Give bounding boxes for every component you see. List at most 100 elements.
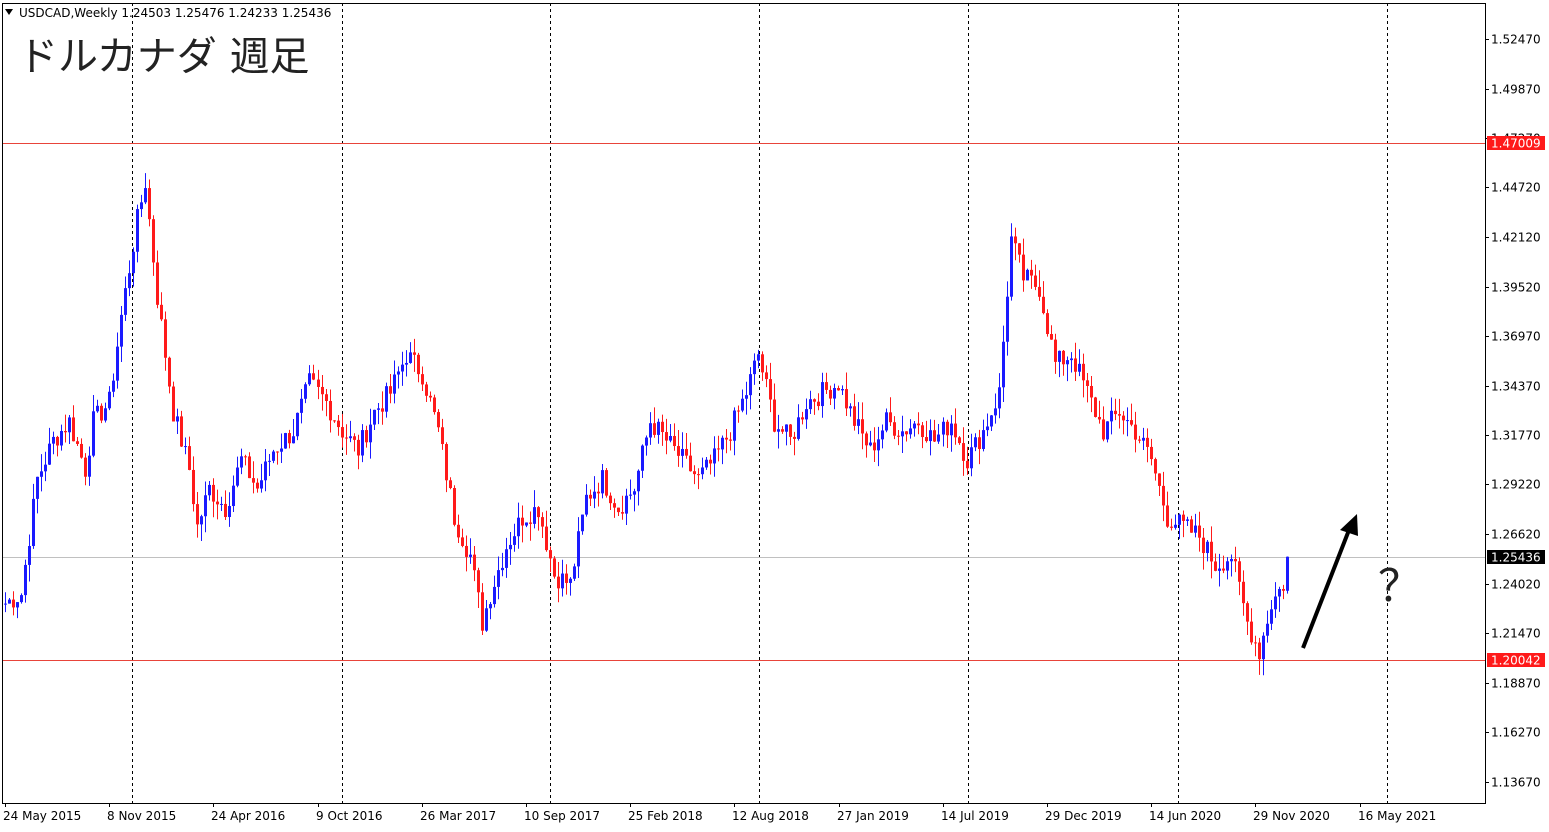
bear-candle <box>1258 642 1261 660</box>
bull-candle <box>96 405 99 412</box>
bull-candle <box>308 373 311 385</box>
bull-candle <box>1066 360 1069 365</box>
bull-candle <box>397 371 400 375</box>
x-tick-label: 24 Apr 2016 <box>211 809 285 823</box>
bear-candle <box>865 433 868 446</box>
bear-candle <box>244 456 247 458</box>
bull-candle <box>701 467 704 475</box>
bull-candle <box>505 549 508 568</box>
bull-candle <box>1006 296 1009 342</box>
bull-candle <box>593 491 596 499</box>
bear-candle <box>252 478 255 483</box>
x-tick-label: 24 May 2015 <box>3 809 81 823</box>
bear-candle <box>1062 350 1065 365</box>
bear-candle <box>437 412 440 428</box>
bull-candle <box>469 554 472 557</box>
bull-candle <box>641 445 644 471</box>
y-tick-label: 1.42120 <box>1491 231 1541 245</box>
bear-candle <box>609 495 612 504</box>
bear-candle <box>345 437 348 439</box>
dropdown-triangle-icon[interactable] <box>5 9 13 15</box>
bear-candle <box>429 395 432 398</box>
y-tick-label: 1.52470 <box>1491 33 1541 47</box>
bear-candle <box>224 503 227 518</box>
bear-candle <box>453 488 456 525</box>
bear-candle <box>557 576 560 589</box>
level-price-tag: 1.47009 <box>1491 137 1541 151</box>
bear-candle <box>1254 642 1257 644</box>
bear-candle <box>845 389 848 409</box>
vertical-grid <box>132 3 1388 803</box>
bear-candle <box>216 501 219 505</box>
bull-candle <box>881 430 884 440</box>
bull-candle <box>637 470 640 492</box>
bear-candle <box>445 444 448 481</box>
bull-candle <box>140 202 143 210</box>
x-tick-label: 12 Aug 2018 <box>732 809 809 823</box>
bear-candle <box>729 439 732 441</box>
bull-candle <box>929 430 932 442</box>
bear-candle <box>1098 416 1101 420</box>
bear-candle <box>333 420 336 422</box>
bull-candle <box>40 471 43 477</box>
bear-candle <box>946 421 949 436</box>
bear-candle <box>1238 561 1241 582</box>
symbol-info: USDCAD,Weekly 1.24503 1.25476 1.24233 1.… <box>19 6 331 20</box>
bear-candle <box>413 352 416 355</box>
bull-candle <box>369 424 372 443</box>
bear-candle <box>825 382 828 390</box>
bear-candle <box>465 545 468 557</box>
x-tick-label: 10 Sep 2017 <box>524 809 600 823</box>
bear-candle <box>425 384 428 396</box>
bear-candle <box>737 410 740 412</box>
axes: 1.524701.498701.472701.447201.421201.395… <box>2 3 1541 823</box>
bear-candle <box>521 517 524 526</box>
bear-candle <box>288 433 291 444</box>
bear-candle <box>861 419 864 434</box>
bull-candle <box>937 434 940 442</box>
bear-candle <box>1222 568 1225 571</box>
bear-candle <box>1114 410 1117 415</box>
bear-candle <box>765 372 768 380</box>
bear-candle <box>1102 419 1105 440</box>
bull-candle <box>108 391 111 409</box>
bear-candle <box>1082 363 1085 381</box>
bear-candle <box>461 537 464 546</box>
bull-candle <box>569 578 572 583</box>
bull-candle <box>649 423 652 438</box>
bear-candle <box>80 443 83 458</box>
bear-candle <box>312 373 315 380</box>
bear-candle <box>817 401 820 407</box>
bear-candle <box>725 437 728 440</box>
bull-candle <box>601 470 604 494</box>
bear-candle <box>1022 254 1025 281</box>
bear-candle <box>1138 439 1141 441</box>
bear-candle <box>589 494 592 499</box>
bear-candle <box>1134 424 1137 440</box>
bull-candle <box>304 384 307 399</box>
bear-candle <box>156 262 159 305</box>
y-tick-label: 1.13670 <box>1491 776 1541 790</box>
bull-candle <box>497 570 500 587</box>
bear-candle <box>353 436 356 440</box>
bull-candle <box>645 437 648 446</box>
x-tick-label: 16 May 2021 <box>1358 809 1436 823</box>
bull-candle <box>1186 519 1189 521</box>
y-tick-label: 1.49870 <box>1491 83 1541 97</box>
bull-candle <box>909 428 912 435</box>
bear-candle <box>1150 446 1153 460</box>
bull-candle <box>885 412 888 431</box>
bull-candle <box>1106 421 1109 440</box>
y-tick-label: 1.36970 <box>1491 330 1541 344</box>
y-tick-label: 1.34370 <box>1491 380 1541 394</box>
bull-candle <box>1178 514 1181 525</box>
bull-candle <box>292 436 295 444</box>
bear-candle <box>689 455 692 472</box>
bear-candle <box>160 304 163 320</box>
bull-candle <box>777 429 780 432</box>
bull-candle <box>509 544 512 550</box>
bear-candle <box>1086 380 1089 386</box>
bull-candle <box>974 437 977 448</box>
